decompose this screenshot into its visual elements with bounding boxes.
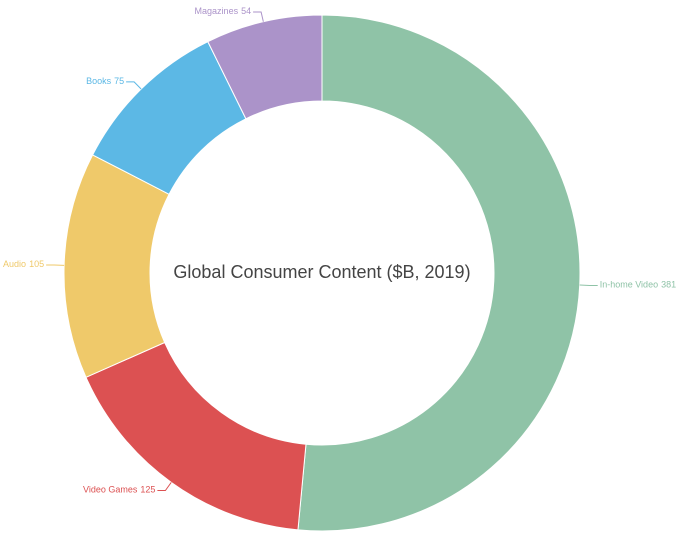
leader-line xyxy=(157,482,172,491)
donut-slice xyxy=(85,341,307,531)
slice-label-value: 125 xyxy=(140,485,155,495)
slice-label-name: In-home Video xyxy=(600,280,658,290)
leader-line xyxy=(253,11,264,22)
donut-slice xyxy=(297,14,581,532)
slice-label-value: 54 xyxy=(241,6,251,16)
slice-label-name: Books xyxy=(86,76,112,86)
donut-slice xyxy=(63,154,170,378)
slice-label-name: Video Games xyxy=(83,485,138,495)
slice-label-name: Magazines xyxy=(195,6,239,16)
slice-label: Video Games 125 xyxy=(83,485,155,495)
leader-line xyxy=(126,81,142,90)
slice-label: Books 75 xyxy=(86,76,124,86)
slice-label-value: 75 xyxy=(114,76,124,86)
slice-label: Magazines 54 xyxy=(195,6,252,16)
slice-label-value: 105 xyxy=(29,259,44,269)
slice-label-name: Audio xyxy=(3,259,26,269)
donut-slice xyxy=(207,14,323,120)
chart-title: Global Consumer Content ($B, 2019) xyxy=(173,262,470,282)
slice-label-value: 381 xyxy=(661,280,676,290)
slice-label: Audio 105 xyxy=(3,259,44,269)
slice-label: In-home Video 381 xyxy=(600,280,676,290)
